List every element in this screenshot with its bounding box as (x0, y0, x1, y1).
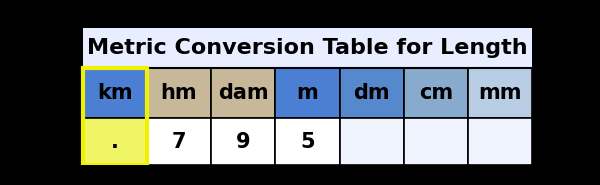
FancyBboxPatch shape (468, 68, 532, 118)
FancyBboxPatch shape (83, 28, 532, 159)
Text: dm: dm (353, 83, 390, 103)
FancyBboxPatch shape (340, 68, 404, 118)
FancyBboxPatch shape (275, 118, 340, 165)
FancyBboxPatch shape (147, 68, 211, 118)
FancyBboxPatch shape (147, 118, 211, 165)
Text: 7: 7 (172, 132, 186, 152)
Text: dam: dam (218, 83, 269, 103)
FancyBboxPatch shape (404, 68, 468, 118)
Text: Metric Conversion Table for Length: Metric Conversion Table for Length (87, 38, 528, 58)
FancyBboxPatch shape (83, 118, 147, 165)
Text: .: . (111, 132, 119, 152)
Text: 9: 9 (236, 132, 251, 152)
FancyBboxPatch shape (83, 28, 532, 68)
FancyBboxPatch shape (340, 118, 404, 165)
Text: km: km (97, 83, 133, 103)
FancyBboxPatch shape (83, 68, 147, 118)
Text: hm: hm (161, 83, 197, 103)
Text: m: m (296, 83, 319, 103)
Text: mm: mm (478, 83, 522, 103)
Text: 5: 5 (300, 132, 315, 152)
FancyBboxPatch shape (468, 118, 532, 165)
FancyBboxPatch shape (211, 68, 275, 118)
Text: cm: cm (419, 83, 453, 103)
FancyBboxPatch shape (404, 118, 468, 165)
FancyBboxPatch shape (275, 68, 340, 118)
FancyBboxPatch shape (211, 118, 275, 165)
